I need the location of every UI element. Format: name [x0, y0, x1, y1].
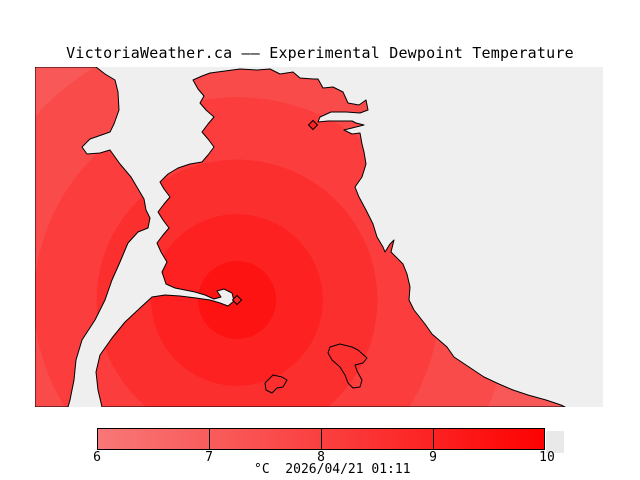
station-marker-icon [307, 119, 319, 131]
dewpoint-map [34, 66, 603, 408]
colorbar-label-9: 9 [429, 450, 437, 465]
west-landmass [34, 66, 151, 408]
colorbar-shadow [546, 431, 564, 453]
map-canvas [34, 66, 603, 408]
colorbar-tick-9 [433, 428, 434, 450]
colorbar-label-6: 6 [93, 450, 101, 465]
station-marker-icon [231, 294, 243, 306]
colorbar-caption: °C 2026/04/21 01:11 [254, 462, 411, 477]
colorbar-label-8: 8 [317, 450, 325, 465]
lake-outline-large [327, 343, 368, 389]
colorbar-tick-7 [209, 428, 210, 450]
colorbar-label-7: 7 [205, 450, 213, 465]
colorbar-label-10: 10 [539, 450, 555, 465]
peninsula-landmass [95, 68, 566, 408]
page-title: VictoriaWeather.ca —— Experimental Dewpo… [66, 44, 574, 62]
station-marker-layer [231, 119, 319, 306]
lake-outline-small [264, 374, 288, 394]
colorbar-tick-8 [321, 428, 322, 450]
